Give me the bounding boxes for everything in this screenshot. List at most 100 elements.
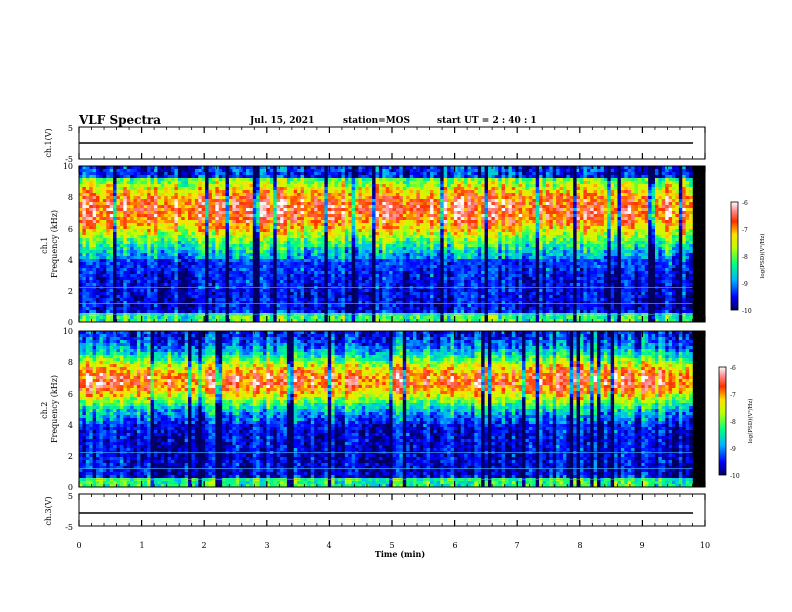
spectrogram-cell <box>529 223 533 226</box>
spectrogram-cell <box>82 235 86 238</box>
spectrogram-cell <box>137 169 141 172</box>
spectrogram-cell <box>536 220 540 223</box>
spectrogram-cell <box>260 229 264 232</box>
spectrogram-cell <box>99 202 103 205</box>
spectrogram-cell <box>461 187 465 190</box>
spectrogram-cell <box>352 223 356 226</box>
spectrogram-cell <box>239 229 243 232</box>
spectrogram-cell <box>607 169 611 172</box>
spectrogram-cell <box>549 232 553 235</box>
spectrogram-cell <box>461 232 465 235</box>
spectrogram-cell <box>335 193 339 196</box>
spectrogram-cell <box>154 175 158 178</box>
spectrogram-cell <box>638 181 642 184</box>
spectrogram-cell <box>168 199 172 202</box>
spectrogram-cell <box>454 196 458 199</box>
spectrogram-cell <box>614 214 618 217</box>
spectrogram-cell <box>495 199 499 202</box>
spectrogram-cell <box>79 187 83 190</box>
spectrogram-cell <box>311 217 315 220</box>
spectrogram-cell <box>416 205 420 208</box>
spectrogram-cell <box>263 247 267 250</box>
spectrogram-cell <box>662 184 666 187</box>
spectrogram-cell <box>96 187 100 190</box>
spectrogram-cell <box>226 226 230 229</box>
spectrogram-cell <box>318 247 322 250</box>
spectrogram-cell <box>273 208 277 211</box>
spectrogram-cell <box>485 223 489 226</box>
spectrogram-cell <box>529 205 533 208</box>
spectrogram-cell <box>266 199 270 202</box>
spectrogram-cell <box>399 190 403 193</box>
spectrogram-cell <box>379 169 383 172</box>
spectrogram-cell <box>198 202 202 205</box>
spectrogram-cell <box>498 208 502 211</box>
spectrogram-cell <box>491 226 495 229</box>
spectrogram-cell <box>171 223 175 226</box>
spectrogram-cell <box>157 178 161 181</box>
spectrogram-cell <box>570 214 574 217</box>
spectrogram-cell <box>113 208 117 211</box>
spectrogram-cell <box>113 196 117 199</box>
spectrogram-cell <box>594 172 598 175</box>
spectrogram-cell <box>345 247 349 250</box>
spectrogram-cell <box>283 202 287 205</box>
spectrogram-cell <box>188 235 192 238</box>
spectrogram-cell <box>232 220 236 223</box>
spectrogram-cell <box>508 184 512 187</box>
spectrogram-cell <box>297 187 301 190</box>
spectrogram-cell <box>294 169 298 172</box>
spectrogram-cell <box>341 220 345 223</box>
spectrogram-cell <box>457 220 461 223</box>
spectrogram-cell <box>451 247 455 250</box>
spectrogram-cell <box>205 241 209 244</box>
spectrogram-cell <box>79 211 83 214</box>
spectrogram-cell <box>161 232 165 235</box>
spectrogram-cell <box>543 190 547 193</box>
spectrogram-cell <box>614 226 618 229</box>
spectrogram-cell <box>577 226 581 229</box>
spectrogram-cell <box>583 205 587 208</box>
spectrogram-cell <box>171 208 175 211</box>
spectrogram-cell <box>147 235 151 238</box>
spectrogram-cell <box>597 211 601 214</box>
spectrogram-cell <box>335 199 339 202</box>
spectrogram-cell <box>682 190 686 193</box>
spectrogram-cell <box>399 172 403 175</box>
spectrogram-cell <box>570 178 574 181</box>
spectrogram-cell <box>202 193 206 196</box>
spectrogram-cell <box>198 217 202 220</box>
spectrogram-cell <box>239 196 243 199</box>
spectrogram-cell <box>433 211 437 214</box>
spectrogram-cell <box>226 181 230 184</box>
spectrogram-cell <box>212 208 216 211</box>
spectrogram-cell <box>243 211 247 214</box>
spectrogram-cell <box>621 211 625 214</box>
spectrogram-cell <box>420 187 424 190</box>
spectrogram-cell <box>345 217 349 220</box>
spectrogram-cell <box>474 190 478 193</box>
spectrogram-cell <box>522 232 526 235</box>
spectrogram-cell <box>410 226 414 229</box>
spectrogram-cell <box>229 217 233 220</box>
spectrogram-cell <box>236 217 240 220</box>
spectrogram-cell <box>157 172 161 175</box>
spectrogram-cell <box>79 241 83 244</box>
spectrogram-cell <box>331 187 335 190</box>
spectrogram-cell <box>488 208 492 211</box>
spectrogram-cell <box>457 247 461 250</box>
spectrogram-cell <box>154 205 158 208</box>
spectrogram-cell <box>144 184 148 187</box>
spectrogram-cell <box>287 235 291 238</box>
spectrogram-cell <box>345 244 349 247</box>
spectrogram-cell <box>437 169 441 172</box>
spectrogram-cell <box>277 169 281 172</box>
spectrogram-cell <box>249 190 253 193</box>
spectrogram-cell <box>675 223 679 226</box>
spectrogram-cell <box>164 223 168 226</box>
spectrogram-cell <box>205 217 209 220</box>
spectrogram-cell <box>181 181 185 184</box>
spectrogram-cell <box>195 178 199 181</box>
spectrogram-cell <box>406 196 410 199</box>
spectrogram-cell <box>362 184 366 187</box>
